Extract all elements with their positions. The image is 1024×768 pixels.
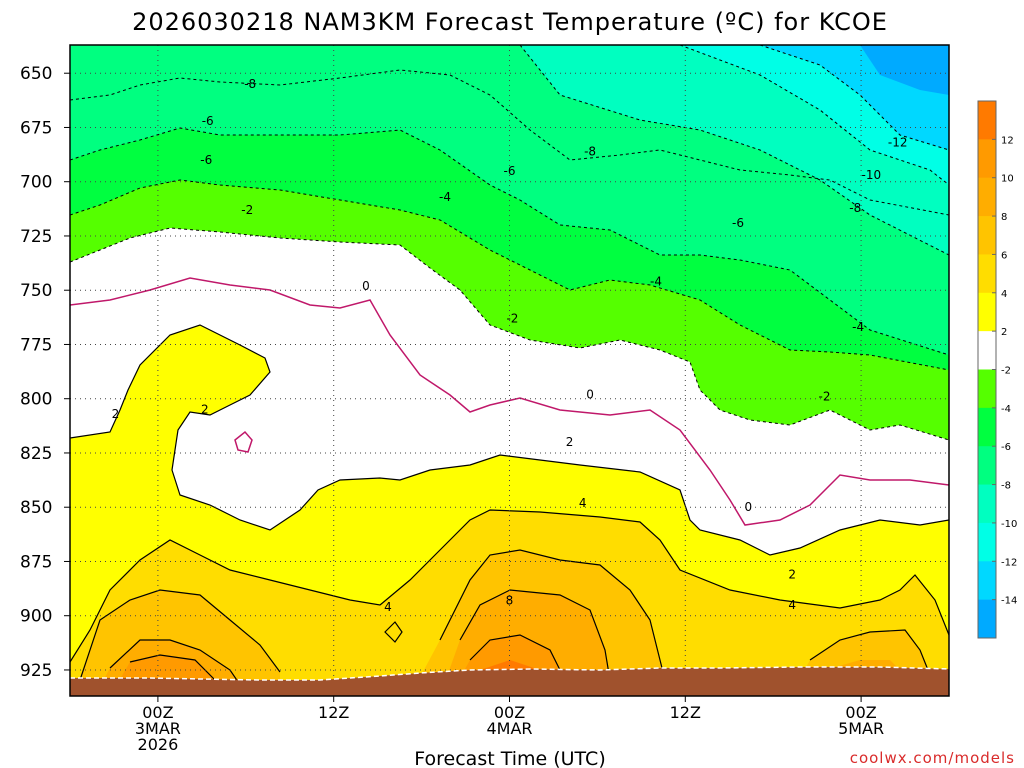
y-tick-label-675: 675 [20, 118, 52, 138]
gridlines [70, 45, 949, 696]
y-tick-label-800: 800 [20, 390, 52, 410]
contour-label-9: -4 [439, 190, 451, 204]
y-tick-label-700: 700 [20, 173, 52, 193]
colorbar-label-10: 10 [1001, 174, 1014, 185]
contour-label-21: 2 [788, 567, 796, 581]
colorbar-label-12: 12 [1001, 135, 1014, 146]
colorbar-segment-4 [978, 254, 996, 294]
contour-label-17: 0 [744, 500, 752, 514]
colorbar-segment-10 [978, 484, 996, 524]
contour-label-23: 4 [384, 600, 392, 614]
x-tick-label-3-0: 12Z [670, 703, 701, 722]
y-axis: 650 675 700 725 750 775 800 825 850 875 900 925 [20, 64, 70, 681]
ground-terrain [70, 667, 949, 696]
ground-edge [70, 666, 949, 681]
contour-label-11: -4 [852, 320, 864, 334]
contour-label-2: -8 [244, 77, 256, 91]
contour-label-8: -6 [200, 153, 212, 167]
positive-contours [70, 324, 949, 693]
x-tick-label-2-0: 00Z [494, 703, 525, 722]
band-below-minus14 [860, 45, 949, 95]
colorbar-segment-8 [978, 407, 996, 447]
colorbar-segment-2 [978, 177, 996, 217]
colorbar-label--10: -10 [1001, 519, 1017, 530]
chart-title: 2026030218 NAM3KM Forecast Temperature (… [132, 8, 888, 36]
x-tick-label-2-1: 4MAR [486, 719, 532, 738]
colorbar-label-6: 6 [1001, 250, 1007, 261]
y-tick-label-875: 875 [20, 552, 52, 572]
contour-label-22: 4 [579, 496, 587, 510]
contour-label-18: 2 [112, 407, 120, 421]
colorbar-segment-11 [978, 522, 996, 562]
freezing-line-loop [234, 430, 253, 453]
colorbar-segment-5 [978, 292, 996, 332]
colorbar-segment-13 [978, 599, 996, 639]
colorbar-segment-0 [978, 101, 996, 140]
colorbar-segment-3 [978, 216, 996, 255]
y-tick-label-825: 825 [20, 444, 52, 464]
colorbar-segment-6 [978, 331, 996, 370]
colorbar-segment-12 [978, 561, 996, 601]
y-tick-label-850: 850 [20, 498, 52, 518]
contour-label-5: -6 [202, 114, 214, 128]
contour-label-14: -2 [818, 390, 830, 404]
colorbar-label--6: -6 [1001, 442, 1011, 453]
colorbar-label--2: -2 [1001, 366, 1011, 377]
colorbar-label-2: 2 [1001, 327, 1007, 338]
contour-label-6: -6 [504, 164, 516, 178]
contour-labels: -12 -10 -8 -8 -8 -6 -6 -6 -6 -4 -4 -4 -2 -2 -2 0 0 0 2 2 2 2 4… [112, 77, 908, 614]
colorbar-label--12: -12 [1001, 557, 1017, 568]
contour-label-0: -12 [888, 136, 908, 150]
plot-area: -12 -10 -8 -8 -8 -6 -6 -6 -6 -4 -4 -4 -2 -2 -2 0 0 0 2 2 2 2 4… [70, 45, 949, 696]
x-tick-label-4-1: 5MAR [838, 719, 884, 738]
colorbar-label--4: -4 [1001, 404, 1011, 415]
y-tick-label-725: 725 [20, 227, 52, 247]
contour-label-24: 4 [788, 598, 796, 612]
colorbar-segment-9 [978, 446, 996, 486]
y-tick-label-925: 925 [20, 661, 52, 681]
x-tick-label-0-1: 3MAR [135, 719, 181, 738]
colorbar-label-8: 8 [1001, 212, 1007, 223]
y-tick-label-900: 900 [20, 607, 52, 627]
contour-label-7: -6 [732, 216, 744, 230]
freezing-line [70, 277, 949, 526]
negative-contours [70, 45, 949, 441]
x-axis-label: Forecast Time (UTC) [414, 748, 605, 768]
contour-label-10: -4 [650, 275, 662, 289]
x-tick-label-1-0: 12Z [318, 703, 349, 722]
contour-label-12: -2 [241, 203, 253, 217]
contour-label-15: 0 [362, 279, 370, 293]
colorbar: 12 10 8 6 4 2 -2 -4 -6 -8 -10 -12 -14 [977, 100, 1017, 639]
colorbar-label-4: 4 [1001, 289, 1007, 300]
credit-text: coolwx.com/models [850, 749, 1015, 767]
contour-label-19: 2 [201, 403, 209, 417]
contour-label-16: 0 [586, 387, 594, 401]
x-tick-label-4-0: 00Z [845, 703, 876, 722]
contour-label-20: 2 [566, 435, 574, 449]
contour-label-1: -10 [862, 168, 882, 182]
colorbar-label--14: -14 [1001, 596, 1017, 607]
colorbar-segment-7 [978, 369, 996, 409]
contour-label-3: -8 [584, 144, 596, 158]
y-tick-label-775: 775 [20, 335, 52, 355]
contour-label-4: -8 [849, 201, 861, 215]
y-tick-label-650: 650 [20, 64, 52, 84]
contour-label-25: 8 [506, 594, 514, 608]
contour-label-13: -2 [506, 311, 518, 325]
colorbar-label--8: -8 [1001, 481, 1011, 492]
x-tick-label-0-2: 2026 [138, 735, 179, 754]
colorbar-segment-1 [978, 139, 996, 179]
x-tick-label-0-0: 00Z [142, 703, 173, 722]
y-tick-label-750: 750 [20, 281, 52, 301]
